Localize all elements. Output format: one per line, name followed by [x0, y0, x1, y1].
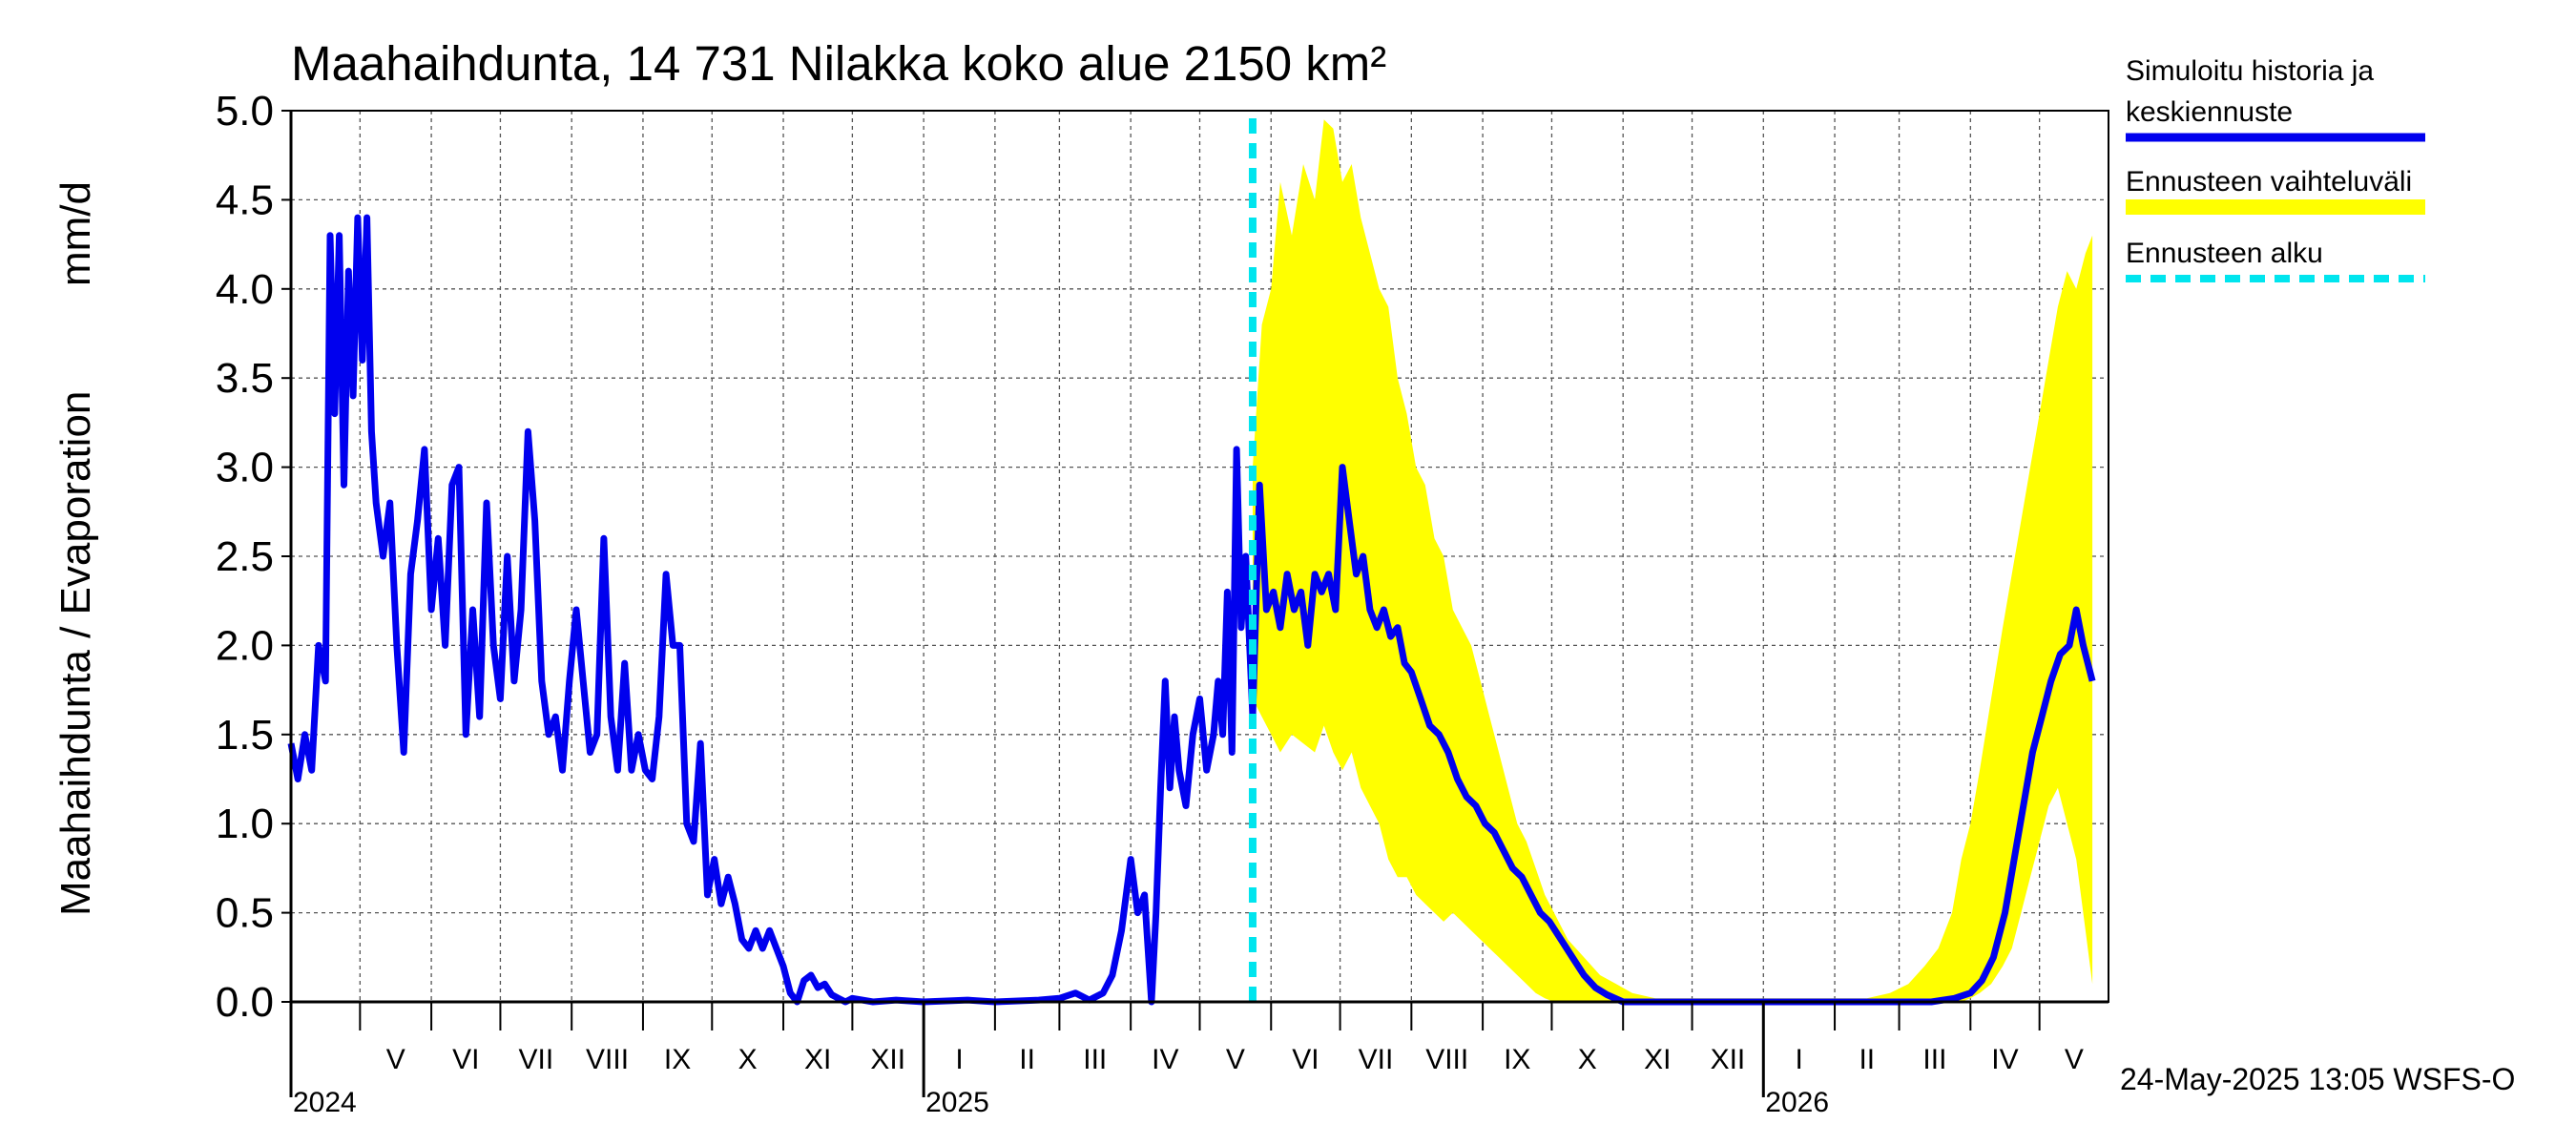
month-label: XII	[1711, 1044, 1746, 1075]
y-tick-label: 4.0	[216, 266, 274, 313]
month-label: X	[738, 1044, 758, 1075]
month-label: IX	[664, 1044, 691, 1075]
month-label: I	[1795, 1044, 1802, 1075]
y-tick-label: 5.0	[216, 88, 274, 135]
y-tick-label: 3.5	[216, 355, 274, 402]
month-label: IV	[1991, 1044, 2018, 1075]
month-label: V	[1226, 1044, 1245, 1075]
month-label: I	[955, 1044, 963, 1075]
legend-sim-label-1: Simuloitu historia ja	[2126, 55, 2374, 87]
month-label: II	[1019, 1044, 1035, 1075]
month-label: X	[1578, 1044, 1597, 1075]
month-label: VIII	[586, 1044, 629, 1075]
y-tick-label: 1.5	[216, 712, 274, 759]
footer-timestamp: 24-May-2025 13:05 WSFS-O	[2120, 1062, 2515, 1096]
x-axis-months: V VI VII VIII IX X XI XII I II III IV V VI VII VIII IX X X…	[293, 1044, 2084, 1118]
legend-start-label: Ennusteen alku	[2126, 238, 2323, 269]
chart-title: Maahaihdunta, 14 731 Nilakka koko alue 2…	[291, 36, 1386, 91]
month-label: VII	[518, 1044, 553, 1075]
month-label: XII	[870, 1044, 905, 1075]
month-label: V	[2065, 1044, 2084, 1075]
y-tick-label: 2.5	[216, 533, 274, 580]
y-tick-label: 0.5	[216, 890, 274, 937]
legend-range-label: Ennusteen vaihteluväli	[2126, 166, 2412, 198]
month-label: IX	[1504, 1044, 1530, 1075]
month-label: III	[1083, 1044, 1107, 1075]
forecast-range-band	[1253, 119, 2093, 1003]
y-tick-label: 3.0	[216, 445, 274, 491]
month-label: XI	[1644, 1044, 1671, 1075]
month-label: VI	[452, 1044, 479, 1075]
year-label: 2024	[293, 1087, 357, 1118]
grid	[291, 111, 2109, 1002]
y-axis-label: Maahaihdunta / Evaporation	[52, 391, 99, 916]
axes	[281, 110, 2109, 1097]
month-label: XI	[804, 1044, 831, 1075]
month-label: VIII	[1425, 1044, 1468, 1075]
month-label: VII	[1359, 1044, 1394, 1075]
y-tick-label: 1.0	[216, 801, 274, 847]
y-tick-label: 4.5	[216, 177, 274, 223]
year-label: 2026	[1765, 1087, 1829, 1118]
month-label: III	[1922, 1044, 1946, 1075]
y-tick-label: 2.0	[216, 622, 274, 669]
y-tick-label: 0.0	[216, 979, 274, 1026]
month-label: IV	[1152, 1044, 1178, 1075]
month-label: VI	[1292, 1044, 1319, 1075]
month-label: V	[386, 1044, 405, 1075]
y-tick-labels: 0.0 0.5 1.0 1.5 2.0 2.5 3.0 3.5 4.0 4.5 5.0	[216, 88, 274, 1026]
legend: Simuloitu historia ja keskiennuste Ennus…	[2126, 55, 2425, 282]
forecast-range-area	[1253, 119, 2093, 1003]
month-label: II	[1859, 1044, 1875, 1075]
legend-sim-label-2: keskiennuste	[2126, 96, 2293, 128]
y-axis-unit: mm/d	[52, 181, 99, 286]
year-label: 2025	[925, 1087, 989, 1118]
